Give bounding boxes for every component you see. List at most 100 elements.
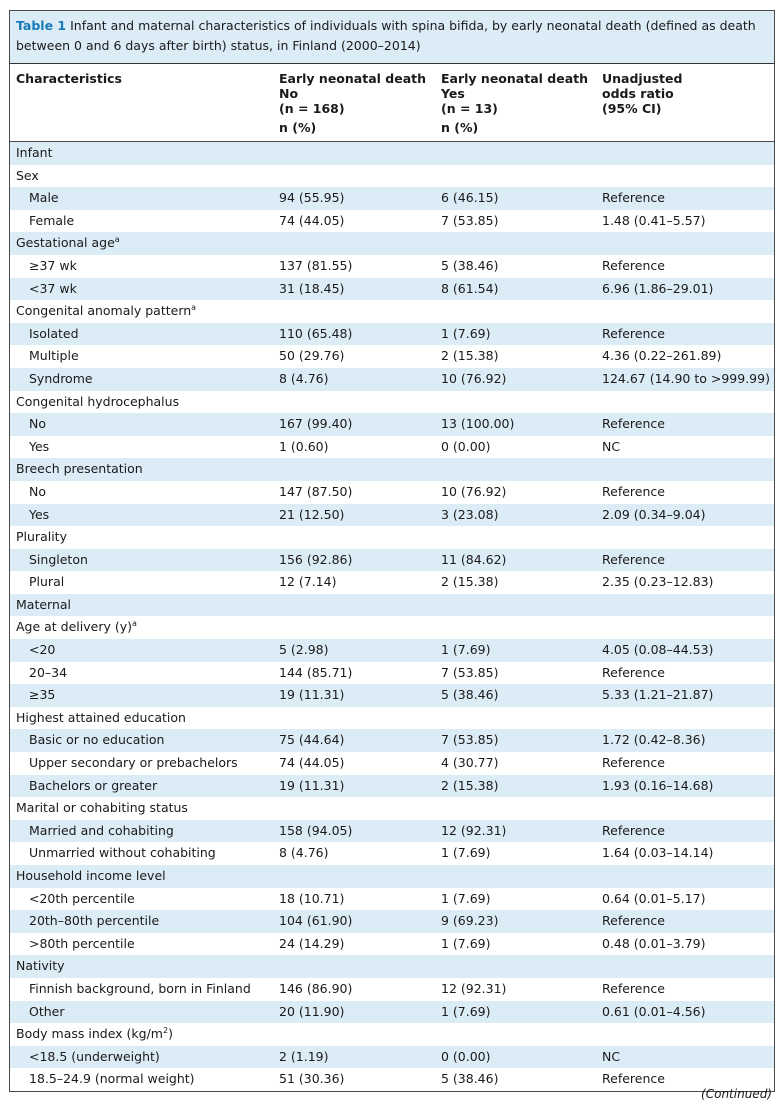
cell-death-yes: 3 (23.08) <box>441 506 499 522</box>
row-label: Unmarried without cohabiting <box>29 842 216 865</box>
table-row: Upper secondary or prebachelors 74 (44.05… <box>10 752 774 775</box>
row-label-text: <20 <box>29 642 56 658</box>
cell-death-no: 144 (85.71) <box>279 664 353 680</box>
row-label: Female <box>29 210 74 233</box>
row-label: Yes <box>29 436 49 459</box>
cell-death-yes: 1 (7.69) <box>441 642 491 658</box>
header-col4-line1: Unadjusted <box>602 71 683 86</box>
table-row: Highest attained education <box>10 707 774 730</box>
row-label-text: Female <box>29 212 75 228</box>
header-col2-line1: Early neonatal death <box>279 71 427 86</box>
cell-odds-ratio: 2.35 (0.23–12.83) <box>602 574 714 590</box>
row-label-text: Married and cohabiting <box>29 822 174 838</box>
row-label: Isolated <box>29 323 79 346</box>
cell-odds-ratio: 1.72 (0.42–8.36) <box>602 732 706 748</box>
row-label: Singleton <box>29 549 88 572</box>
row-label: Highest attained education <box>16 707 186 730</box>
cell-death-yes: 4 (30.77) <box>441 755 499 771</box>
row-label: Bachelors or greater <box>29 775 157 798</box>
table-row: Plural 12 (7.14) 2 (15.38) 2.35 (0.23–12.83… <box>10 571 774 594</box>
row-label-text: Syndrome <box>29 370 93 386</box>
row-label-text: Unmarried without cohabiting <box>29 845 216 861</box>
row-label: <18.5 (underweight) <box>29 1046 160 1069</box>
row-label-text: Household income level <box>16 868 166 883</box>
row-label-text: Age at delivery (y) <box>16 619 133 635</box>
row-label: Plural <box>29 571 64 594</box>
cell-death-no: 146 (86.90) <box>279 980 353 996</box>
row-label-text: Plurality <box>16 529 67 545</box>
cell-death-yes: 10 (76.92) <box>441 370 507 386</box>
cell-odds-ratio: 1.48 (0.41–5.57) <box>602 212 706 228</box>
cell-death-yes: 1 (7.69) <box>441 325 491 341</box>
row-label-text: Body mass index (kg/m <box>16 1026 163 1042</box>
row-label: Congenital hydrocephalus <box>16 391 179 414</box>
footnote-marker: 2 <box>162 1026 169 1035</box>
table-row: Married and cohabiting 158 (94.05) 12 (92.… <box>10 819 774 843</box>
row-label: <20 <box>29 639 55 662</box>
cell-death-yes: 2 (15.38) <box>441 777 499 793</box>
cell-death-no: 24 (14.29) <box>279 935 345 951</box>
table-row: Congenital hydrocephalus <box>10 391 774 414</box>
table-row: Bachelors or greater 19 (11.31) 2 (15.38) 1… <box>10 774 774 798</box>
header-col1-label: Characteristics <box>16 71 122 86</box>
row-label-text: Finnish background, born in Finland <box>29 980 251 996</box>
row-label: Marital or cohabiting status <box>16 797 188 820</box>
row-label: Yes <box>29 504 49 527</box>
table-row: Maternal <box>10 593 774 617</box>
row-label: Syndrome <box>29 368 93 391</box>
table-row: Marital or cohabiting status <box>10 797 774 820</box>
cell-death-no: 94 (55.95) <box>279 190 345 206</box>
cell-death-yes: 1 (7.69) <box>441 890 491 906</box>
row-label: Other <box>29 1001 65 1024</box>
cell-death-no: 147 (87.50) <box>279 483 353 499</box>
row-label: Basic or no education <box>29 729 164 752</box>
table-row: <20th percentile 18 (10.71) 1 (7.69) 0.64 (… <box>10 888 774 911</box>
table-caption-text: Infant and maternal characteristics of i… <box>16 18 756 53</box>
cell-death-no: 18 (10.71) <box>279 890 345 906</box>
continued-note: (Continued) <box>701 1087 772 1101</box>
row-label: Maternal <box>16 594 71 617</box>
row-label-text: Bachelors or greater <box>29 777 158 793</box>
cell-death-no: 74 (44.05) <box>279 212 345 228</box>
row-label: Sex <box>16 165 39 188</box>
table-row: Household income level <box>10 865 774 888</box>
table-row: Age at delivery (y)a <box>10 616 774 639</box>
cell-death-no: 137 (81.55) <box>279 257 353 273</box>
cell-death-yes: 2 (15.38) <box>441 348 499 364</box>
cell-death-no: 5 (2.98) <box>279 642 329 658</box>
header-col4-line2: odds ratio <box>602 86 674 101</box>
table-row: 20–34 144 (85.71) 7 (53.85) Reference <box>10 662 774 685</box>
row-label-text: Yes <box>29 438 50 454</box>
cell-death-yes: 0 (0.00) <box>441 438 491 454</box>
cell-odds-ratio: Reference <box>602 664 665 680</box>
cell-death-yes: 6 (46.15) <box>441 190 499 206</box>
table-row: Breech presentation <box>10 458 774 481</box>
row-label-text: Congenital hydrocephalus <box>16 393 180 409</box>
row-label: ≥35 <box>29 684 55 707</box>
row-label: Body mass index (kg/m2) <box>16 1023 173 1046</box>
table-row: Nativity <box>10 955 774 978</box>
table-row: Other 20 (11.90) 1 (7.69) 0.61 (0.01–4.56) <box>10 1000 774 1024</box>
header-col3-line2: Yes <box>441 86 465 101</box>
table-row: Body mass index (kg/m2) <box>10 1023 774 1046</box>
row-label-text: Other <box>29 1003 65 1019</box>
header-odds-ratio: Unadjusted odds ratio (95% CI) <box>602 71 682 116</box>
table-row: <37 wk 31 (18.45) 8 (61.54) 6.96 (1.86–29.0… <box>10 277 774 301</box>
header-death-no: Early neonatal death No (n = 168) n (%) <box>279 71 426 135</box>
cell-death-no: 21 (12.50) <box>279 506 345 522</box>
cell-odds-ratio: Reference <box>602 980 665 996</box>
header-col4-line3: (95% CI) <box>602 101 662 116</box>
table-row: Gestational agea <box>10 232 774 255</box>
row-label: ≥37 wk <box>29 255 77 278</box>
row-label-text: ≥35 <box>29 687 56 703</box>
table-row: Sex <box>10 165 774 188</box>
row-label-text: 20th–80th percentile <box>29 913 160 929</box>
table-row: Basic or no education 75 (44.64) 7 (53.85)… <box>10 729 774 753</box>
table-row: Male 94 (55.95) 6 (46.15) Reference <box>10 187 774 210</box>
table-row: Unmarried without cohabiting 8 (4.76) 1 (7… <box>10 842 774 865</box>
row-label: Congenital anomaly patterna <box>16 300 196 323</box>
table-row: Female 74 (44.05) 7 (53.85) 1.48 (0.41–5.57… <box>10 210 774 233</box>
cell-death-no: 158 (94.05) <box>279 822 353 838</box>
row-label-text: 20–34 <box>29 664 68 680</box>
